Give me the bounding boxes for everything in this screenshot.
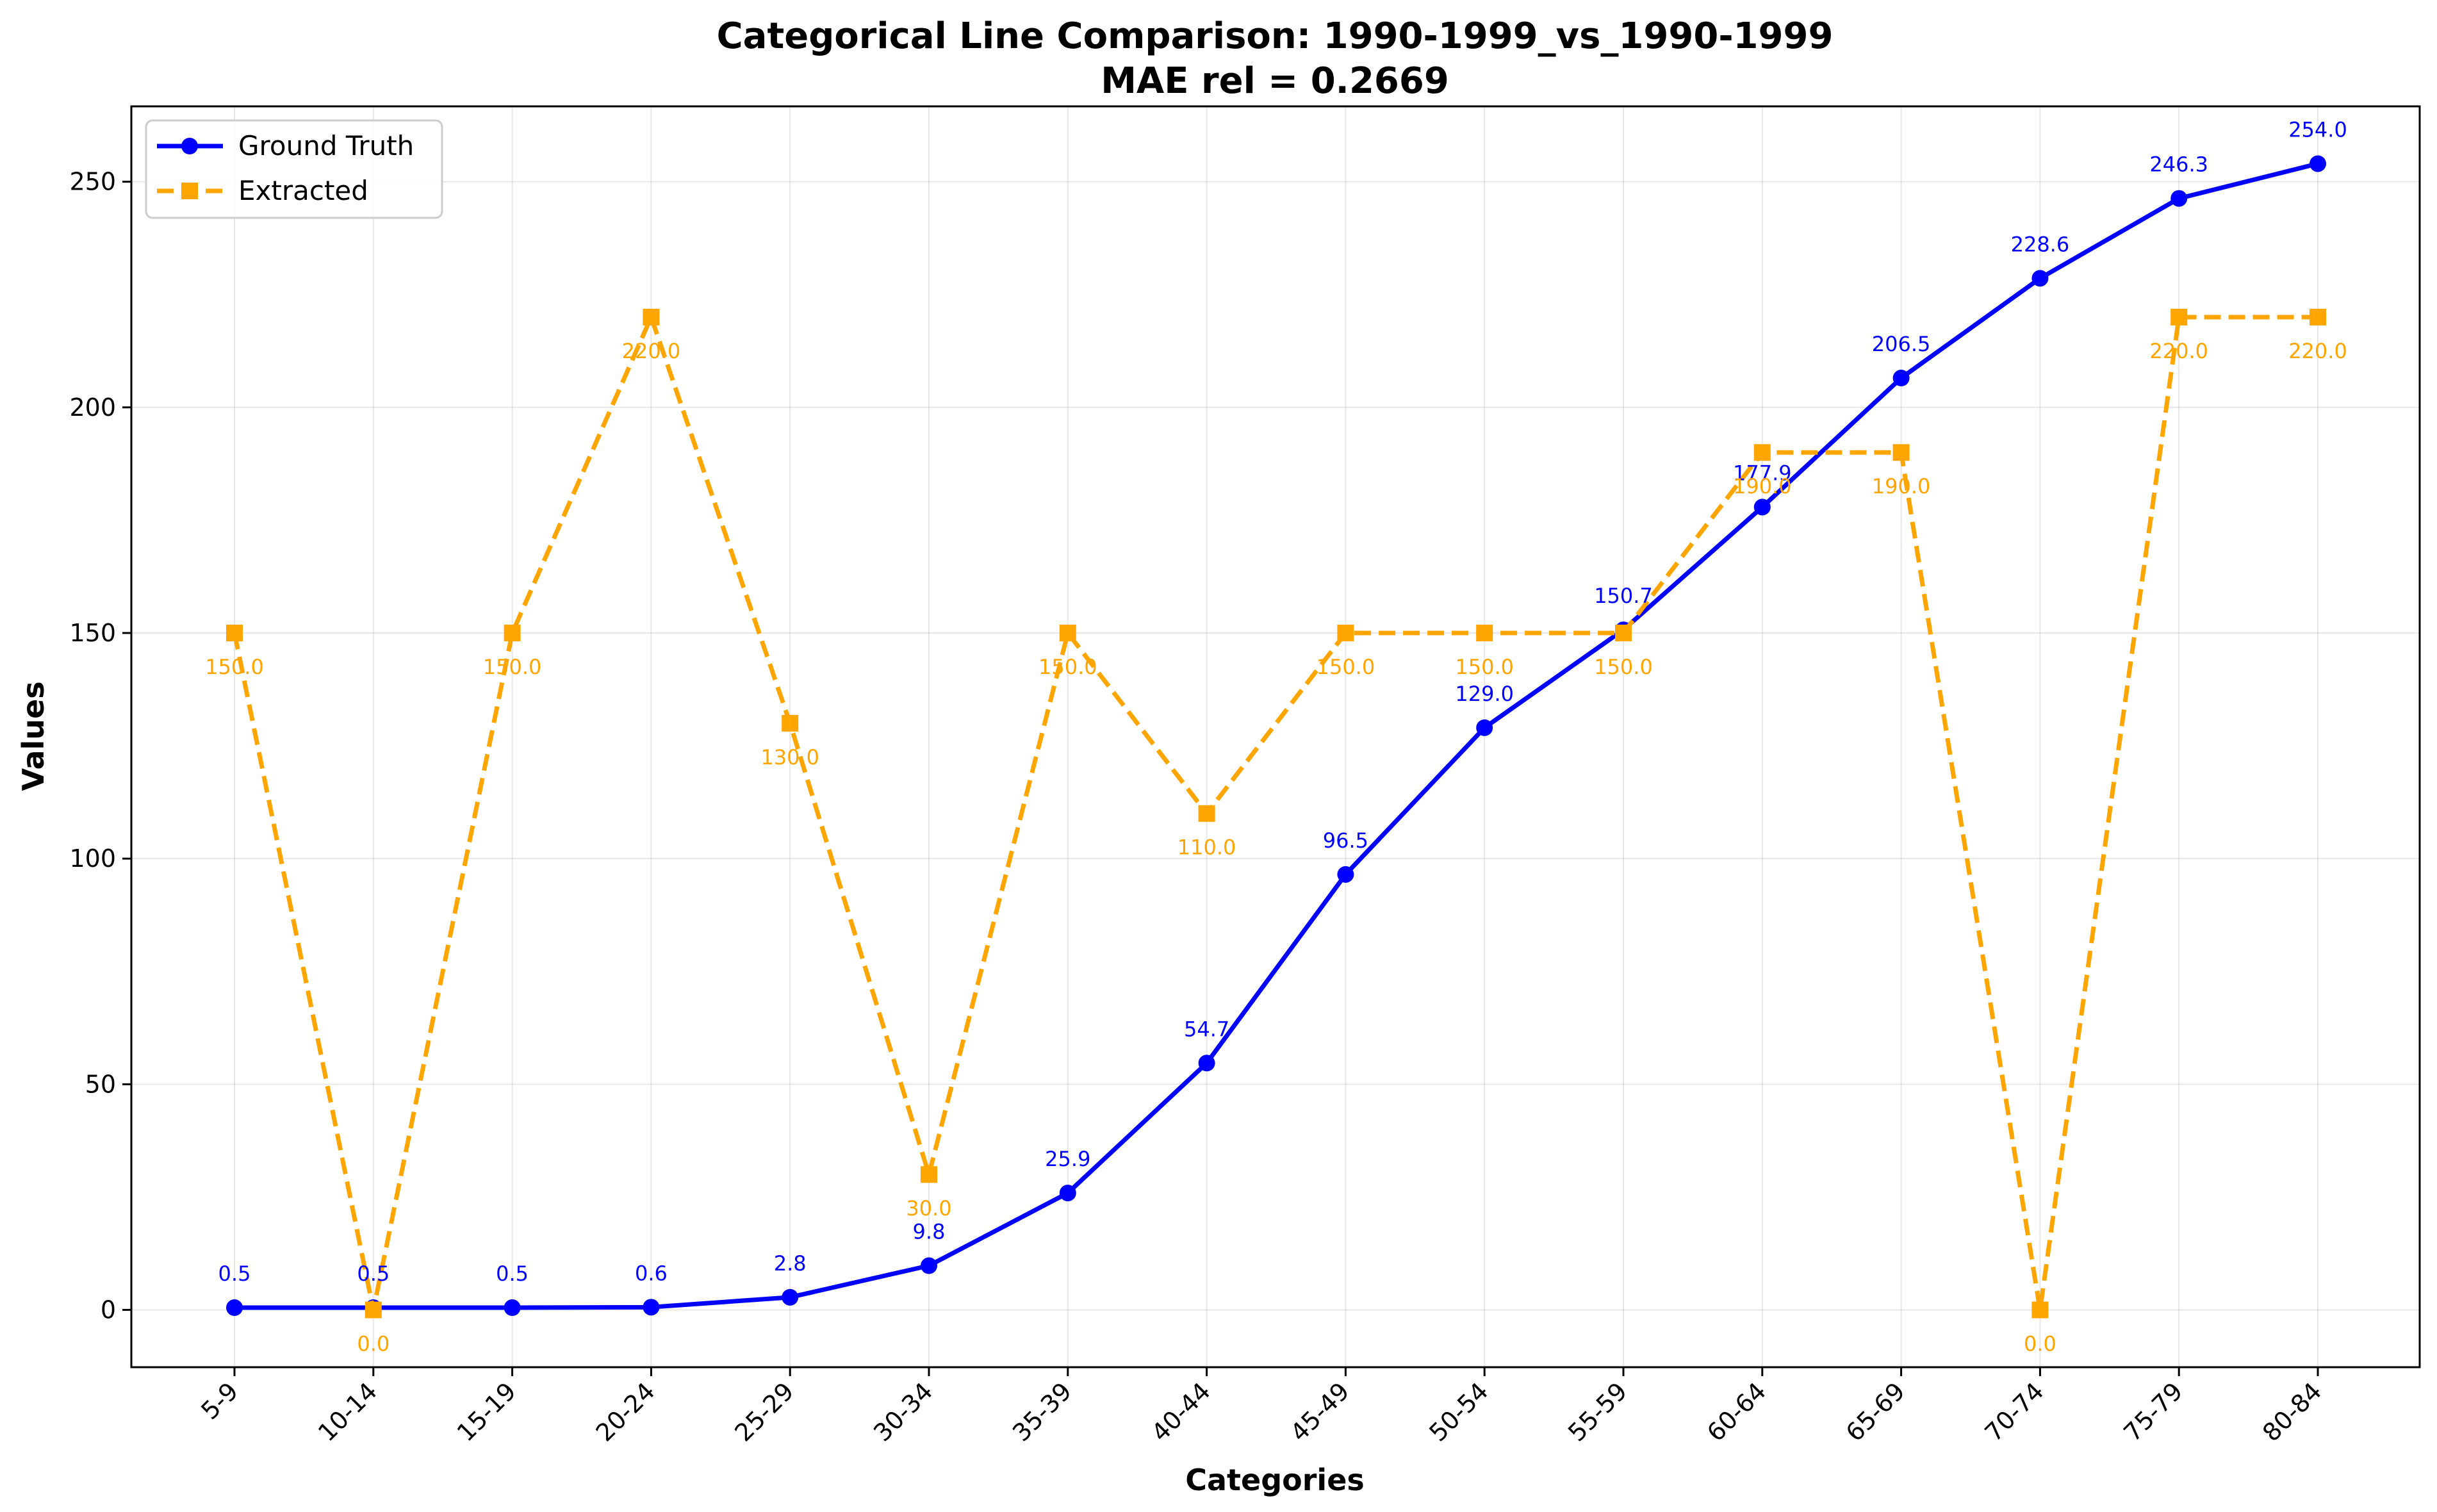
ground-truth-data-label: 96.5 (1323, 828, 1368, 853)
ground-truth-point (2310, 155, 2326, 172)
extracted-data-label: 150.0 (1317, 655, 1375, 679)
extracted-point (504, 624, 521, 641)
extracted-point (1198, 805, 1215, 822)
chart-title: Categorical Line Comparison: 1990-1999_v… (717, 15, 1834, 57)
extracted-data-label: 190.0 (1733, 474, 1792, 498)
ground-truth-data-label: 25.9 (1045, 1147, 1090, 1171)
extracted-point (1753, 444, 1771, 461)
ground-truth-data-label: 254.0 (2288, 117, 2347, 142)
ground-truth-point (1892, 370, 1910, 387)
ground-truth-point (1198, 1055, 1215, 1072)
ground-truth-point (1337, 866, 1354, 883)
chart-subtitle: MAE rel = 0.2669 (1101, 60, 1449, 102)
extracted-data-label: 220.0 (2149, 339, 2208, 363)
y-tick-label: 50 (85, 1070, 116, 1098)
y-axis-label: Values (16, 681, 51, 791)
extracted-data-label: 150.0 (483, 655, 542, 679)
y-tick-label: 200 (69, 393, 116, 422)
ground-truth-data-label: 0.5 (496, 1261, 529, 1286)
ground-truth-point (2170, 190, 2188, 207)
ground-truth-data-label: 0.6 (635, 1261, 668, 1285)
extracted-data-label: 190.0 (1872, 474, 1931, 498)
extracted-point (2031, 1301, 2049, 1319)
extracted-data-label: 130.0 (760, 745, 819, 769)
ground-truth-data-label: 177.9 (1733, 461, 1792, 485)
extracted-point (2310, 308, 2326, 325)
legend-extracted-marker (181, 183, 198, 199)
y-tick-label: 0 (101, 1296, 116, 1324)
extracted-point (1337, 624, 1354, 641)
ground-truth-data-label: 54.7 (1184, 1017, 1229, 1041)
data-labels: 0.5 0.5 0.5 0.6 2.8 9.8 25.9 54.7 96.5 129.0 150.7… (205, 117, 2347, 1356)
y-tick-label: 250 (69, 168, 116, 196)
extracted-data-label: 150.0 (205, 655, 264, 679)
ground-truth-data-label: 2.8 (774, 1251, 807, 1276)
series-area (226, 155, 2326, 1319)
ground-truth-data-label: 246.3 (2149, 152, 2208, 177)
ground-truth-data-label: 9.8 (913, 1220, 946, 1244)
extracted-data-label: 110.0 (1177, 835, 1236, 860)
ground-truth-data-label: 206.5 (1872, 332, 1931, 356)
ground-truth-data-label: 150.7 (1594, 584, 1653, 608)
ground-truth-point (2031, 270, 2049, 287)
y-tick-label: 150 (69, 619, 116, 647)
ground-truth-data-label: 129.0 (1455, 682, 1514, 706)
extracted-data-label: 220.0 (2288, 339, 2347, 363)
extracted-data-label: 150.0 (1038, 655, 1097, 679)
extracted-point (1476, 624, 1493, 641)
extracted-point (1615, 624, 1632, 641)
legend: Ground Truth Extracted (145, 119, 443, 219)
x-axis-label: Categories (1185, 1463, 1365, 1497)
y-tick-label: 100 (69, 844, 116, 873)
legend-extracted-label: Extracted (238, 175, 368, 206)
grid (131, 106, 2420, 1367)
extracted-data-label: 150.0 (1594, 655, 1653, 679)
ground-truth-point (782, 1288, 799, 1306)
extracted-data-label: 30.0 (906, 1196, 951, 1220)
ground-truth-point (1476, 719, 1493, 736)
plot-frame (130, 105, 2421, 1368)
extracted-data-label: 0.0 (2024, 1332, 2056, 1356)
extracted-point (2170, 308, 2188, 325)
ground-truth-line (234, 161, 2318, 1310)
ground-truth-point (643, 1299, 660, 1316)
extracted-data-label: 0.0 (357, 1332, 390, 1356)
legend-ground-truth-label: Ground Truth (238, 130, 414, 161)
extracted-point (921, 1166, 937, 1183)
ground-truth-point (1753, 498, 1771, 516)
extracted-point (1059, 624, 1076, 641)
extracted-point (643, 308, 660, 325)
extracted-data-label: 220.0 (622, 339, 681, 363)
ground-truth-point (921, 1257, 937, 1274)
extracted-point (782, 714, 799, 732)
extracted-point (365, 1301, 382, 1319)
extracted-point (1892, 444, 1910, 461)
ground-truth-point (504, 1299, 521, 1317)
ground-truth-data-label: 228.6 (2011, 232, 2070, 256)
ground-truth-data-label: 0.5 (357, 1261, 390, 1286)
extracted-data-label: 150.0 (1455, 655, 1514, 679)
ground-truth-point (226, 1299, 243, 1317)
extracted-point (226, 624, 243, 641)
legend-ground-truth-marker (181, 138, 198, 154)
ground-truth-point (1059, 1185, 1076, 1202)
ground-truth-data-label: 0.5 (218, 1261, 251, 1286)
